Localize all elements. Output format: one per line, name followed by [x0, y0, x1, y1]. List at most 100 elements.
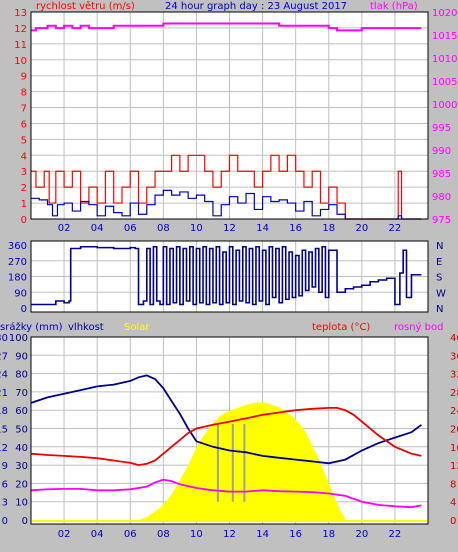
- y-tick-top-left: 8: [21, 88, 27, 99]
- label-temperature: teplota (°C): [312, 322, 370, 333]
- y-tick-bot-inner: 60: [15, 406, 28, 417]
- y-tick-top-left: 5: [21, 135, 27, 146]
- y-tick-bot-outer: 21: [0, 388, 8, 399]
- x-tick-top: 16: [289, 223, 302, 234]
- tick-labels: 0202040406060808101012121414161618182020…: [0, 8, 458, 540]
- x-tick-top: 06: [124, 223, 137, 234]
- y-tick-top-right: 980: [432, 192, 451, 203]
- top-left-label: rychlost větru (m/s): [36, 0, 135, 12]
- y-tick-bot-right: 20: [450, 425, 458, 436]
- series-lines: [30, 22, 422, 509]
- x-tick-bottom: 16: [289, 529, 302, 540]
- series-direction: [31, 245, 422, 306]
- x-tick-bottom: 10: [190, 529, 203, 540]
- y-tick-bot-inner: 90: [15, 351, 28, 362]
- y-tick-mid-left: 90: [14, 288, 27, 299]
- y-tick-bot-right: 40: [450, 333, 458, 344]
- y-tick-top-right: 1010: [432, 54, 457, 65]
- label-precip: srážky (mm): [0, 321, 63, 333]
- y-tick-mid-right: E: [436, 257, 442, 268]
- y-tick-bot-right: 8: [450, 479, 456, 490]
- y-tick-bot-right: 36: [450, 351, 458, 362]
- x-tick-bottom: 20: [355, 529, 368, 540]
- y-tick-top-right: 1020: [432, 8, 457, 19]
- y-tick-top-left: 10: [14, 56, 27, 67]
- y-tick-mid-right: S: [436, 273, 442, 284]
- label-solar: Solar: [124, 322, 150, 333]
- series-pressure: [31, 22, 422, 32]
- y-tick-bot-inner: 20: [15, 479, 28, 490]
- y-tick-top-left: 0: [21, 215, 27, 226]
- x-tick-top: 08: [157, 223, 170, 234]
- top-title: 24 hour graph day : 23 August 2017: [165, 1, 347, 12]
- y-tick-bot-outer: 18: [0, 406, 8, 417]
- y-tick-top-left: 12: [14, 24, 27, 35]
- y-tick-top-right: 975: [432, 215, 451, 226]
- y-tick-top-left: 1: [21, 199, 27, 210]
- y-tick-mid-right: N: [436, 241, 443, 252]
- y-tick-top-right: 1000: [432, 100, 457, 111]
- x-tick-bottom: 22: [389, 529, 402, 540]
- y-tick-top-left: 3: [21, 167, 27, 178]
- top-right-label: tlak (hPa): [370, 1, 418, 12]
- y-tick-bot-right: 12: [450, 461, 458, 472]
- x-tick-bottom: 14: [256, 529, 269, 540]
- y-tick-top-right: 1015: [432, 31, 457, 42]
- series-dew: [30, 478, 422, 509]
- series-humidity: [30, 374, 422, 465]
- y-tick-bot-right: 0: [450, 516, 456, 527]
- plot-mid-frame: [30, 240, 429, 313]
- y-tick-bot-outer: 27: [0, 351, 8, 362]
- label-humidity: vlhkost: [68, 322, 104, 333]
- x-tick-bottom: 04: [91, 529, 104, 540]
- y-tick-top-left: 2: [21, 183, 27, 194]
- series-wind_avg: [31, 189, 422, 220]
- y-tick-bot-outer: 9: [2, 461, 8, 472]
- x-tick-top: 04: [91, 223, 104, 234]
- y-tick-top-right: 995: [432, 123, 451, 134]
- x-tick-top: 12: [223, 223, 236, 234]
- y-tick-bot-right: 24: [450, 406, 458, 417]
- y-tick-bot-inner: 80: [15, 370, 28, 381]
- y-tick-mid-right: W: [436, 288, 446, 299]
- plot-bottom-frame: [30, 336, 429, 525]
- x-tick-bottom: 18: [322, 529, 335, 540]
- y-tick-bot-outer: 3: [2, 498, 8, 509]
- y-tick-top-left: 13: [14, 8, 27, 19]
- series-wind_gust: [31, 154, 422, 220]
- x-tick-top: 14: [256, 223, 269, 234]
- label-dew: rosný bod: [394, 321, 443, 333]
- y-tick-top-right: 990: [432, 146, 451, 157]
- y-tick-bot-outer: 24: [0, 370, 8, 381]
- y-tick-bot-inner: 30: [15, 461, 28, 472]
- y-tick-mid-left: 180: [8, 273, 27, 284]
- y-tick-mid-right: N: [436, 304, 443, 315]
- x-tick-top: 22: [389, 223, 402, 234]
- y-tick-bot-right: 4: [450, 498, 456, 509]
- x-tick-bottom: 02: [58, 529, 71, 540]
- y-tick-bot-right: 28: [450, 388, 458, 399]
- y-tick-mid-left: 360: [8, 241, 27, 252]
- y-tick-top-left: 11: [14, 40, 27, 51]
- y-tick-bot-outer: 6: [2, 479, 8, 490]
- y-tick-top-left: 9: [21, 72, 27, 83]
- x-tick-bottom: 06: [124, 529, 137, 540]
- x-tick-bottom: 08: [157, 529, 170, 540]
- y-tick-top-left: 6: [21, 119, 27, 130]
- y-tick-bot-right: 32: [450, 370, 458, 381]
- x-tick-top: 18: [322, 223, 335, 234]
- y-tick-bot-inner: 0: [22, 516, 28, 527]
- y-tick-bot-outer: 12: [0, 443, 8, 454]
- y-tick-bot-inner: 40: [15, 443, 28, 454]
- y-tick-bot-inner: 70: [15, 388, 28, 399]
- y-tick-top-right: 985: [432, 169, 451, 180]
- y-tick-bot-outer: 0: [2, 516, 8, 527]
- y-tick-bot-inner: 100: [9, 333, 28, 344]
- y-tick-bot-outer: 15: [0, 425, 8, 436]
- y-tick-mid-left: 270: [8, 257, 27, 268]
- x-tick-top: 10: [190, 223, 203, 234]
- x-tick-top: 02: [58, 223, 71, 234]
- x-tick-bottom: 12: [223, 529, 236, 540]
- y-tick-bot-inner: 50: [15, 425, 28, 436]
